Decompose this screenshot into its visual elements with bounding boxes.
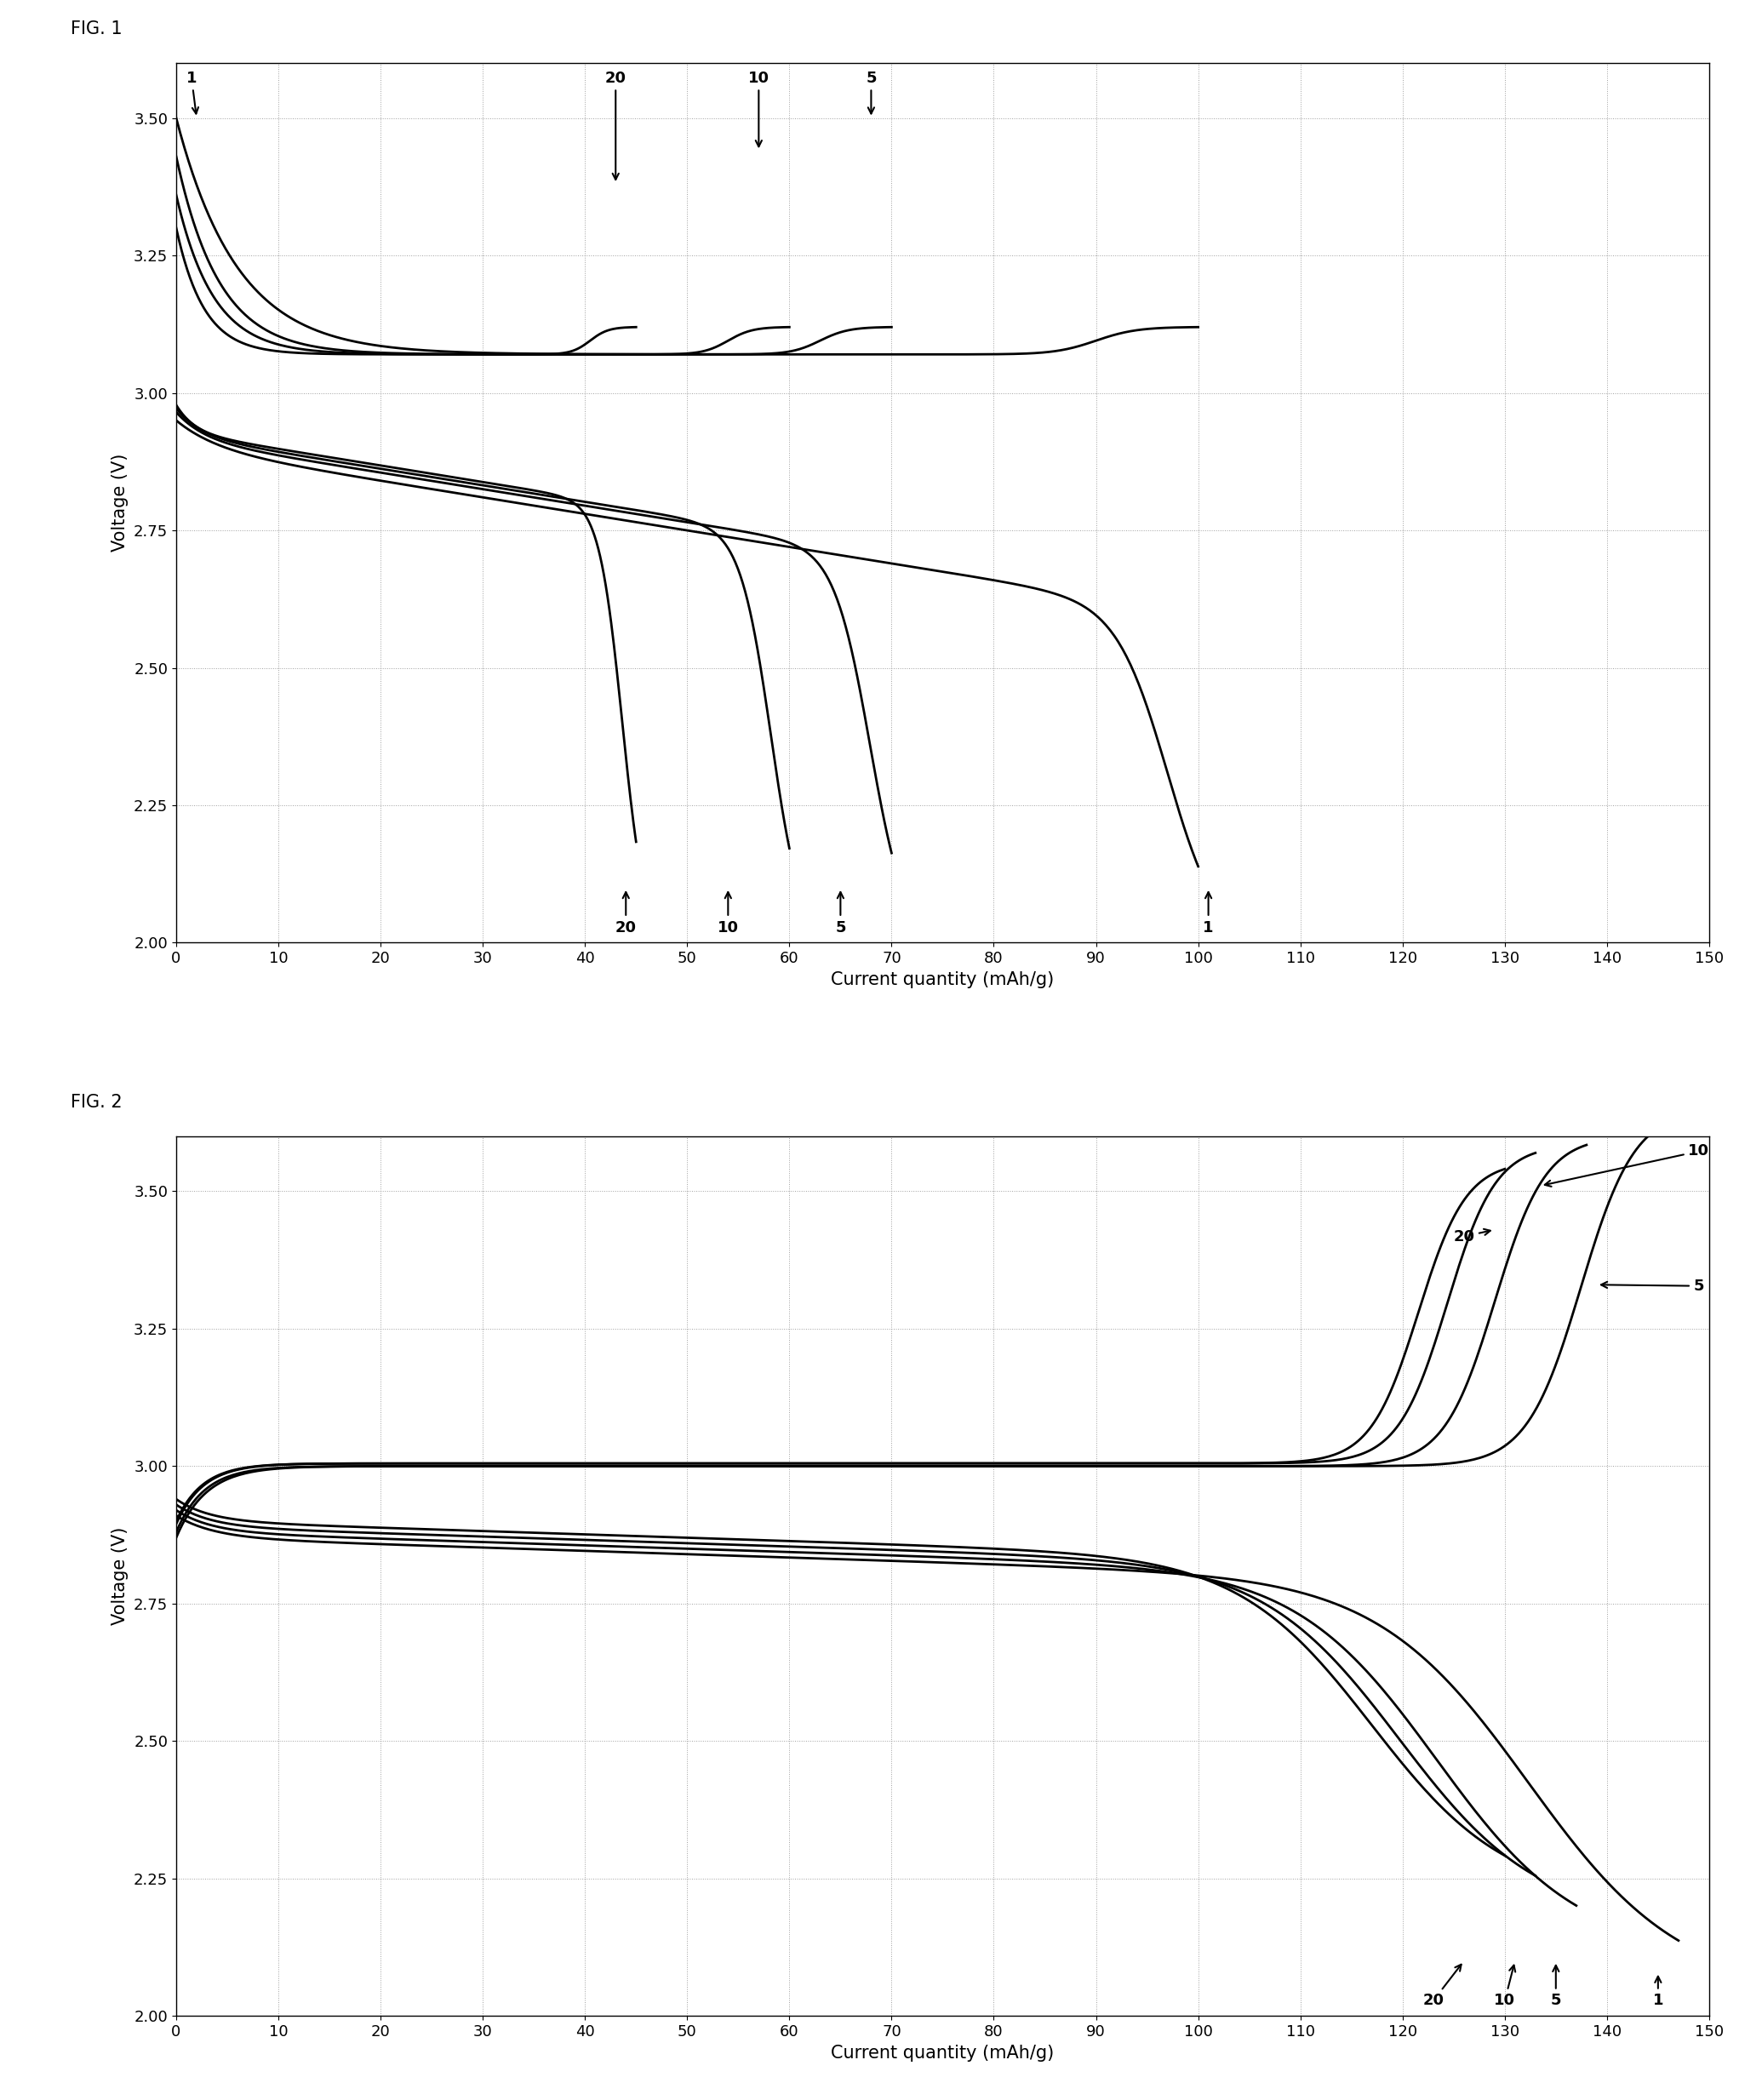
Text: 10: 10	[1494, 1966, 1515, 2008]
Text: 5: 5	[1551, 1966, 1561, 2008]
Text: FIG. 2: FIG. 2	[70, 1094, 122, 1111]
Y-axis label: Voltage (V): Voltage (V)	[113, 454, 129, 552]
Text: 1: 1	[1653, 1976, 1663, 2008]
Text: 20: 20	[615, 892, 636, 934]
Text: 5: 5	[865, 69, 876, 113]
Text: 5: 5	[835, 892, 846, 934]
Text: 10: 10	[717, 892, 738, 934]
X-axis label: Current quantity (mAh/g): Current quantity (mAh/g)	[832, 2043, 1054, 2062]
Text: 20: 20	[604, 69, 626, 181]
Text: FIG. 1: FIG. 1	[70, 21, 122, 38]
Text: 5: 5	[1602, 1279, 1704, 1294]
Text: 1: 1	[1203, 892, 1214, 934]
Text: 1: 1	[187, 69, 199, 113]
Text: 20: 20	[1422, 1964, 1461, 2008]
Text: 10: 10	[749, 69, 770, 147]
X-axis label: Current quantity (mAh/g): Current quantity (mAh/g)	[832, 970, 1054, 989]
Text: 20: 20	[1454, 1228, 1491, 1243]
Text: 10: 10	[1545, 1144, 1709, 1186]
Y-axis label: Voltage (V): Voltage (V)	[113, 1527, 129, 1625]
